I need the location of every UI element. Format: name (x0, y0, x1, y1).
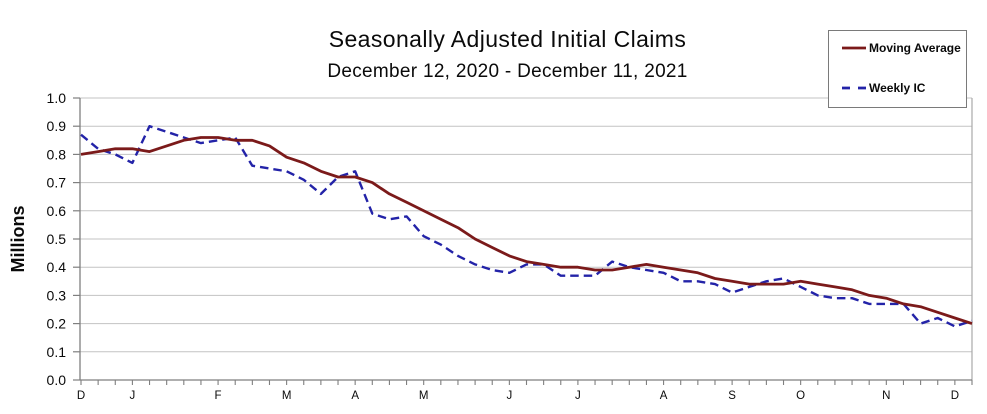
moving-average-line-icon (842, 46, 866, 50)
svg-text:S: S (728, 390, 736, 402)
svg-text:J: J (575, 390, 581, 402)
svg-text:M: M (419, 390, 429, 402)
svg-text:0.9: 0.9 (47, 118, 67, 134)
svg-text:0.0: 0.0 (47, 372, 67, 388)
svg-text:0.1: 0.1 (47, 344, 67, 360)
legend-item-moving-average: Moving Average (841, 40, 966, 56)
svg-text:D: D (77, 390, 85, 402)
legend-label-moving-average: Moving Average (869, 41, 961, 55)
svg-text:A: A (660, 390, 668, 402)
svg-text:A: A (351, 390, 359, 402)
legend-item-weekly-ic: Weekly IC (841, 80, 966, 96)
svg-text:1.0: 1.0 (47, 90, 67, 106)
svg-text:0.4: 0.4 (47, 259, 67, 275)
svg-text:N: N (882, 390, 890, 402)
svg-text:0.3: 0.3 (47, 287, 67, 303)
chart-subtitle: December 12, 2020 - December 11, 2021 (327, 61, 688, 82)
svg-text:O: O (796, 390, 805, 402)
svg-text:M: M (282, 390, 292, 402)
legend: Moving Average Weekly IC (828, 30, 967, 108)
svg-text:0.7: 0.7 (47, 175, 67, 191)
svg-text:D: D (951, 390, 959, 402)
weekly-ic-dashed-line-icon (842, 86, 867, 90)
svg-text:J: J (506, 390, 512, 402)
legend-label-weekly-ic: Weekly IC (869, 81, 926, 95)
svg-text:F: F (215, 390, 222, 402)
svg-text:0.5: 0.5 (47, 231, 67, 247)
chart-title: Seasonally Adjusted Initial Claims (328, 26, 687, 52)
svg-text:0.2: 0.2 (47, 316, 67, 332)
svg-text:0.8: 0.8 (47, 146, 67, 162)
svg-text:J: J (130, 390, 136, 402)
svg-text:0.6: 0.6 (47, 203, 67, 219)
